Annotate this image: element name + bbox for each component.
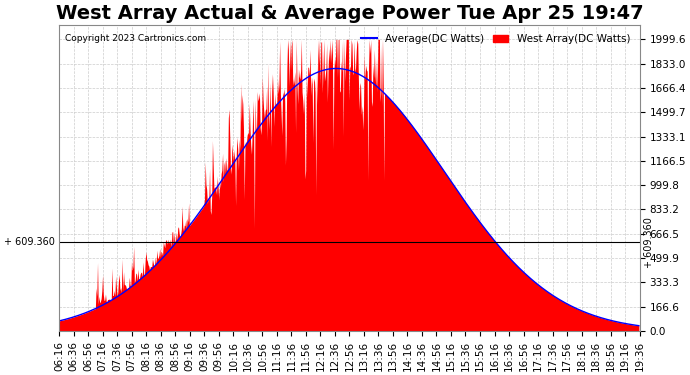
Text: Copyright 2023 Cartronics.com: Copyright 2023 Cartronics.com — [65, 34, 206, 43]
Text: + 609.360: + 609.360 — [644, 217, 654, 267]
Title: West Array Actual & Average Power Tue Apr 25 19:47: West Array Actual & Average Power Tue Ap… — [56, 4, 643, 23]
Text: + 609.360: + 609.360 — [4, 237, 55, 247]
Legend: Average(DC Watts), West Array(DC Watts): Average(DC Watts), West Array(DC Watts) — [357, 30, 634, 48]
